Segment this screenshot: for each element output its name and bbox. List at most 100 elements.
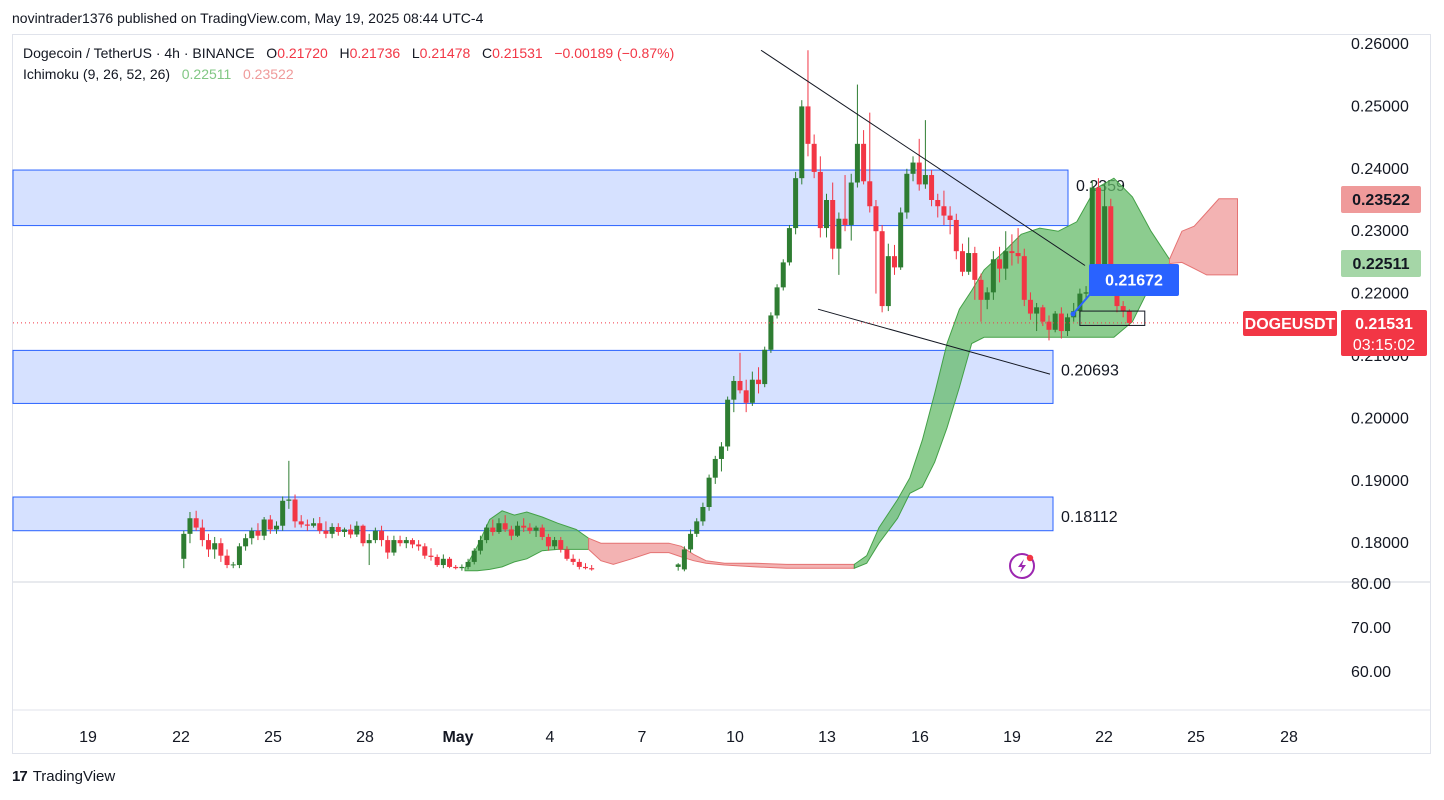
candle[interactable]	[762, 346, 768, 388]
candle[interactable]	[700, 502, 706, 526]
candle[interactable]	[366, 533, 372, 566]
indicator-title[interactable]: Ichimoku (9, 26, 52, 26)	[23, 66, 171, 82]
candle[interactable]	[465, 558, 471, 570]
candle[interactable]	[675, 563, 681, 571]
support-resistance-zone[interactable]	[12, 169, 1069, 227]
candle[interactable]	[372, 527, 378, 544]
candle[interactable]	[984, 287, 990, 310]
candle[interactable]	[558, 536, 564, 553]
candle[interactable]	[1021, 248, 1027, 307]
candle[interactable]	[545, 533, 551, 551]
candle[interactable]	[453, 565, 459, 570]
candle[interactable]	[434, 554, 440, 567]
candle[interactable]	[1065, 313, 1071, 337]
candle[interactable]	[484, 524, 490, 544]
candle[interactable]	[768, 312, 774, 353]
candle[interactable]	[552, 536, 558, 550]
candle[interactable]	[861, 130, 867, 185]
candle[interactable]	[298, 515, 304, 528]
candle[interactable]	[317, 516, 323, 534]
candle[interactable]	[706, 474, 712, 511]
candle[interactable]	[947, 206, 953, 235]
wedge-lower-trendline[interactable]	[817, 308, 1051, 375]
candle[interactable]	[805, 50, 811, 157]
candle[interactable]	[199, 519, 205, 547]
candle[interactable]	[539, 524, 545, 541]
candle[interactable]	[508, 525, 514, 541]
range-box[interactable]	[1079, 310, 1146, 326]
candle[interactable]	[688, 529, 694, 553]
candle[interactable]	[533, 525, 539, 537]
candle[interactable]	[335, 523, 341, 536]
candle[interactable]	[941, 190, 947, 225]
candle[interactable]	[1015, 228, 1021, 264]
candle[interactable]	[959, 243, 965, 277]
candle[interactable]	[953, 213, 959, 260]
candle[interactable]	[786, 224, 792, 266]
candle[interactable]	[811, 134, 817, 179]
candle[interactable]	[403, 536, 409, 549]
candle[interactable]	[206, 533, 212, 557]
candle[interactable]	[904, 168, 910, 219]
candle[interactable]	[323, 521, 329, 539]
candle[interactable]	[978, 273, 984, 322]
candle[interactable]	[459, 564, 465, 571]
candle[interactable]	[385, 535, 391, 559]
candle[interactable]	[737, 352, 743, 394]
candle[interactable]	[187, 512, 193, 544]
candle[interactable]	[898, 207, 904, 270]
wedge-upper-trendline[interactable]	[760, 49, 1086, 266]
candle[interactable]	[218, 538, 224, 562]
candle[interactable]	[527, 523, 533, 534]
candle[interactable]	[341, 527, 347, 537]
candle[interactable]	[471, 548, 477, 565]
candle[interactable]	[879, 224, 885, 313]
candle[interactable]	[830, 182, 836, 260]
candle[interactable]	[193, 510, 199, 531]
candle[interactable]	[854, 84, 860, 188]
candle[interactable]	[972, 246, 978, 300]
candle[interactable]	[490, 519, 496, 536]
candle[interactable]	[891, 244, 897, 275]
candle[interactable]	[1040, 304, 1046, 327]
candle[interactable]	[997, 246, 1003, 283]
candle[interactable]	[570, 554, 576, 566]
candle[interactable]	[712, 455, 718, 484]
cloud-span-a-label[interactable]: 0.22511	[1341, 250, 1421, 277]
last-price-label[interactable]: 0.21531 03:15:02	[1341, 310, 1427, 356]
candle[interactable]	[718, 442, 724, 472]
candle[interactable]	[1009, 234, 1015, 266]
candle[interactable]	[280, 496, 286, 531]
candle[interactable]	[496, 518, 502, 534]
candle[interactable]	[230, 561, 236, 569]
candle[interactable]	[428, 548, 434, 561]
support-resistance-zone[interactable]	[12, 349, 1054, 404]
candle[interactable]	[824, 193, 830, 238]
candle[interactable]	[694, 518, 700, 537]
candle[interactable]	[966, 237, 972, 275]
candle[interactable]	[354, 521, 360, 537]
candle[interactable]	[589, 565, 595, 571]
candle[interactable]	[286, 460, 292, 509]
candle[interactable]	[1120, 301, 1126, 318]
flash-icon[interactable]	[1009, 553, 1035, 579]
candle[interactable]	[1046, 315, 1052, 341]
candle[interactable]	[255, 523, 261, 541]
candle[interactable]	[360, 524, 366, 547]
candle[interactable]	[440, 554, 446, 569]
candle[interactable]	[743, 379, 749, 413]
candle[interactable]	[267, 515, 273, 534]
candle[interactable]	[477, 535, 483, 555]
candle[interactable]	[725, 396, 731, 451]
candle[interactable]	[564, 546, 570, 561]
candle[interactable]	[329, 523, 335, 539]
candle[interactable]	[910, 156, 916, 182]
symbol-price-tag[interactable]: DOGEUSDT	[1243, 311, 1337, 336]
candle[interactable]	[1052, 311, 1058, 333]
candle[interactable]	[1034, 302, 1040, 332]
candle[interactable]	[582, 563, 588, 570]
candle[interactable]	[273, 521, 279, 534]
candle[interactable]	[817, 156, 823, 238]
candle[interactable]	[502, 515, 508, 532]
